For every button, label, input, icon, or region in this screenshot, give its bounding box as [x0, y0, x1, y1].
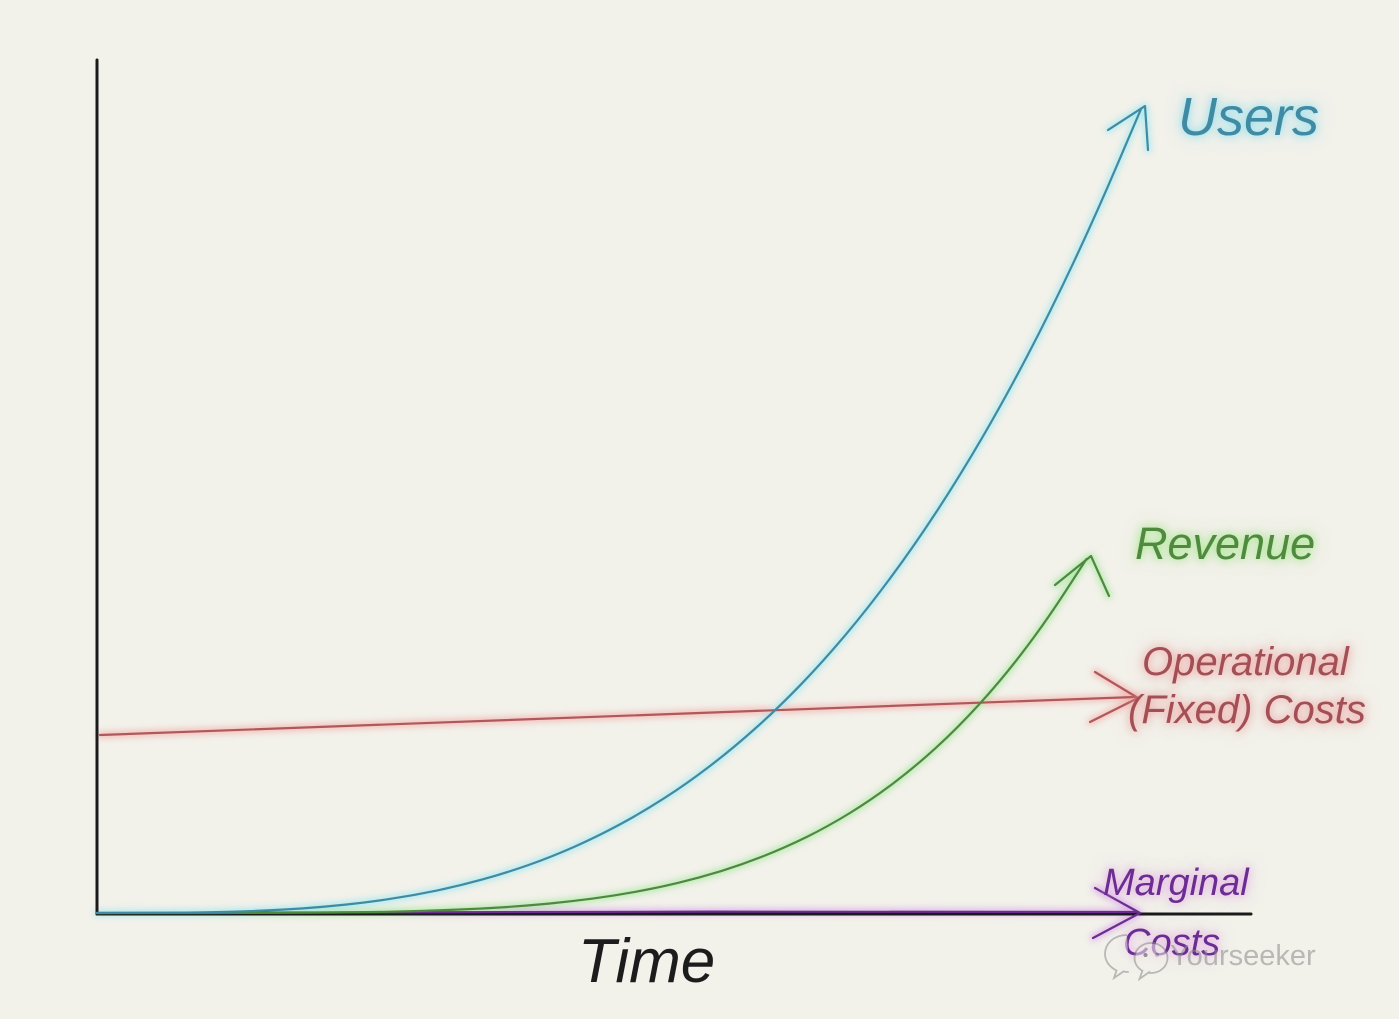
svg-text:Yourseeker: Yourseeker [1170, 940, 1316, 972]
